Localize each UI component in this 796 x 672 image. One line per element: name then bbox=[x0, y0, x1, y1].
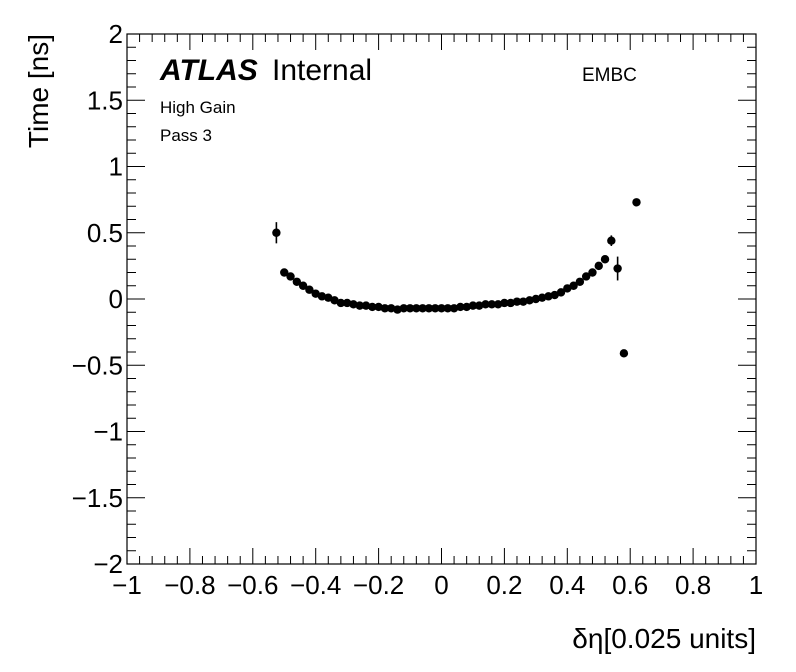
data-point bbox=[575, 277, 585, 286]
region-label: EMBC bbox=[582, 65, 637, 86]
data-point bbox=[512, 297, 522, 306]
data-point bbox=[342, 298, 352, 308]
y-tick-label: 1 bbox=[109, 152, 123, 182]
x-tick-label: −0.8 bbox=[164, 570, 215, 600]
axis-ticks bbox=[126, 33, 757, 565]
x-tick-labels: −1 −0.8 −0.6 −0.4 −0.2 0 0.2 0.4 0.6 0.8 1 bbox=[112, 570, 763, 600]
data-point bbox=[374, 302, 383, 312]
data-point bbox=[487, 300, 497, 309]
data-point bbox=[399, 304, 408, 313]
x-axis-title: δη[0.025 units] bbox=[572, 623, 756, 654]
data-point bbox=[563, 284, 572, 293]
data-point bbox=[525, 296, 534, 305]
data-point bbox=[317, 292, 327, 301]
data-point bbox=[311, 289, 320, 298]
data-point bbox=[581, 272, 591, 281]
data-point bbox=[493, 300, 503, 309]
x-tick-label: 0.6 bbox=[612, 570, 648, 600]
data-point bbox=[481, 300, 490, 309]
x-tick-label: −1 bbox=[112, 570, 142, 600]
y-tick-label: 0 bbox=[109, 284, 123, 314]
x-tick-label: −0.2 bbox=[353, 570, 404, 600]
x-tick-label: −0.6 bbox=[227, 570, 278, 600]
x-tick-label: 1 bbox=[749, 570, 763, 600]
data-point bbox=[556, 288, 566, 297]
y-tick-label: 1.5 bbox=[87, 85, 123, 115]
data-point bbox=[588, 268, 597, 277]
data-point bbox=[468, 301, 478, 310]
data-point bbox=[280, 268, 289, 277]
data-point bbox=[405, 304, 415, 313]
data-point bbox=[324, 293, 333, 302]
data-point bbox=[437, 304, 446, 313]
y-tick-label: −0.5 bbox=[72, 350, 123, 380]
data-point bbox=[418, 304, 427, 313]
data-point bbox=[272, 228, 281, 237]
x-tick-label: 0.2 bbox=[486, 570, 522, 600]
atlas-label: ATLAS bbox=[159, 54, 258, 87]
data-point bbox=[500, 298, 509, 308]
data-point bbox=[456, 302, 465, 312]
data-point bbox=[368, 302, 377, 312]
data-point bbox=[349, 300, 358, 309]
data-point bbox=[336, 298, 346, 308]
pass-label: Pass 3 bbox=[160, 126, 212, 145]
x-tick-label: 0.4 bbox=[549, 570, 585, 600]
internal-label: Internal bbox=[272, 54, 372, 87]
data-point bbox=[550, 290, 559, 300]
data-point bbox=[519, 297, 528, 306]
data-point bbox=[443, 304, 452, 313]
data-point bbox=[393, 305, 402, 314]
data-point bbox=[412, 304, 421, 313]
y-tick-label: −1.5 bbox=[72, 483, 123, 513]
data-point bbox=[632, 198, 641, 207]
data-point bbox=[449, 304, 459, 313]
y-tick-label: −1 bbox=[93, 417, 123, 447]
x-tick-label: 0 bbox=[434, 570, 448, 600]
data-point bbox=[506, 298, 515, 308]
data-point bbox=[619, 349, 629, 358]
data-point bbox=[431, 304, 440, 313]
data-point bbox=[386, 304, 396, 313]
y-tick-label: −2 bbox=[93, 549, 123, 579]
data-point bbox=[569, 281, 578, 290]
data-point bbox=[424, 304, 434, 313]
x-tick-label: −0.4 bbox=[290, 570, 341, 600]
data-point bbox=[330, 296, 339, 305]
data-point bbox=[355, 301, 364, 310]
data-point bbox=[537, 293, 547, 302]
data-point bbox=[594, 261, 603, 271]
data-point bbox=[607, 236, 616, 245]
data-point bbox=[613, 264, 622, 273]
data-point bbox=[380, 304, 390, 313]
data-point bbox=[462, 302, 471, 312]
data-point bbox=[600, 255, 610, 264]
data-points bbox=[272, 198, 641, 358]
y-tick-labels: −2 −1.5 −1 −0.5 0 0.5 1 1.5 2 bbox=[72, 19, 123, 579]
y-tick-label: 0.5 bbox=[87, 218, 123, 248]
data-point bbox=[298, 281, 308, 290]
data-point bbox=[286, 272, 295, 281]
gain-label: High Gain bbox=[160, 98, 236, 117]
data-point bbox=[305, 285, 314, 294]
data-point bbox=[475, 301, 484, 310]
y-axis-title: Time [ns] bbox=[23, 34, 54, 148]
data-point bbox=[531, 294, 541, 304]
x-tick-label: 0.8 bbox=[675, 570, 711, 600]
data-point bbox=[292, 277, 302, 286]
y-tick-label: 2 bbox=[109, 19, 123, 49]
data-point bbox=[361, 301, 371, 310]
data-point bbox=[544, 292, 553, 301]
